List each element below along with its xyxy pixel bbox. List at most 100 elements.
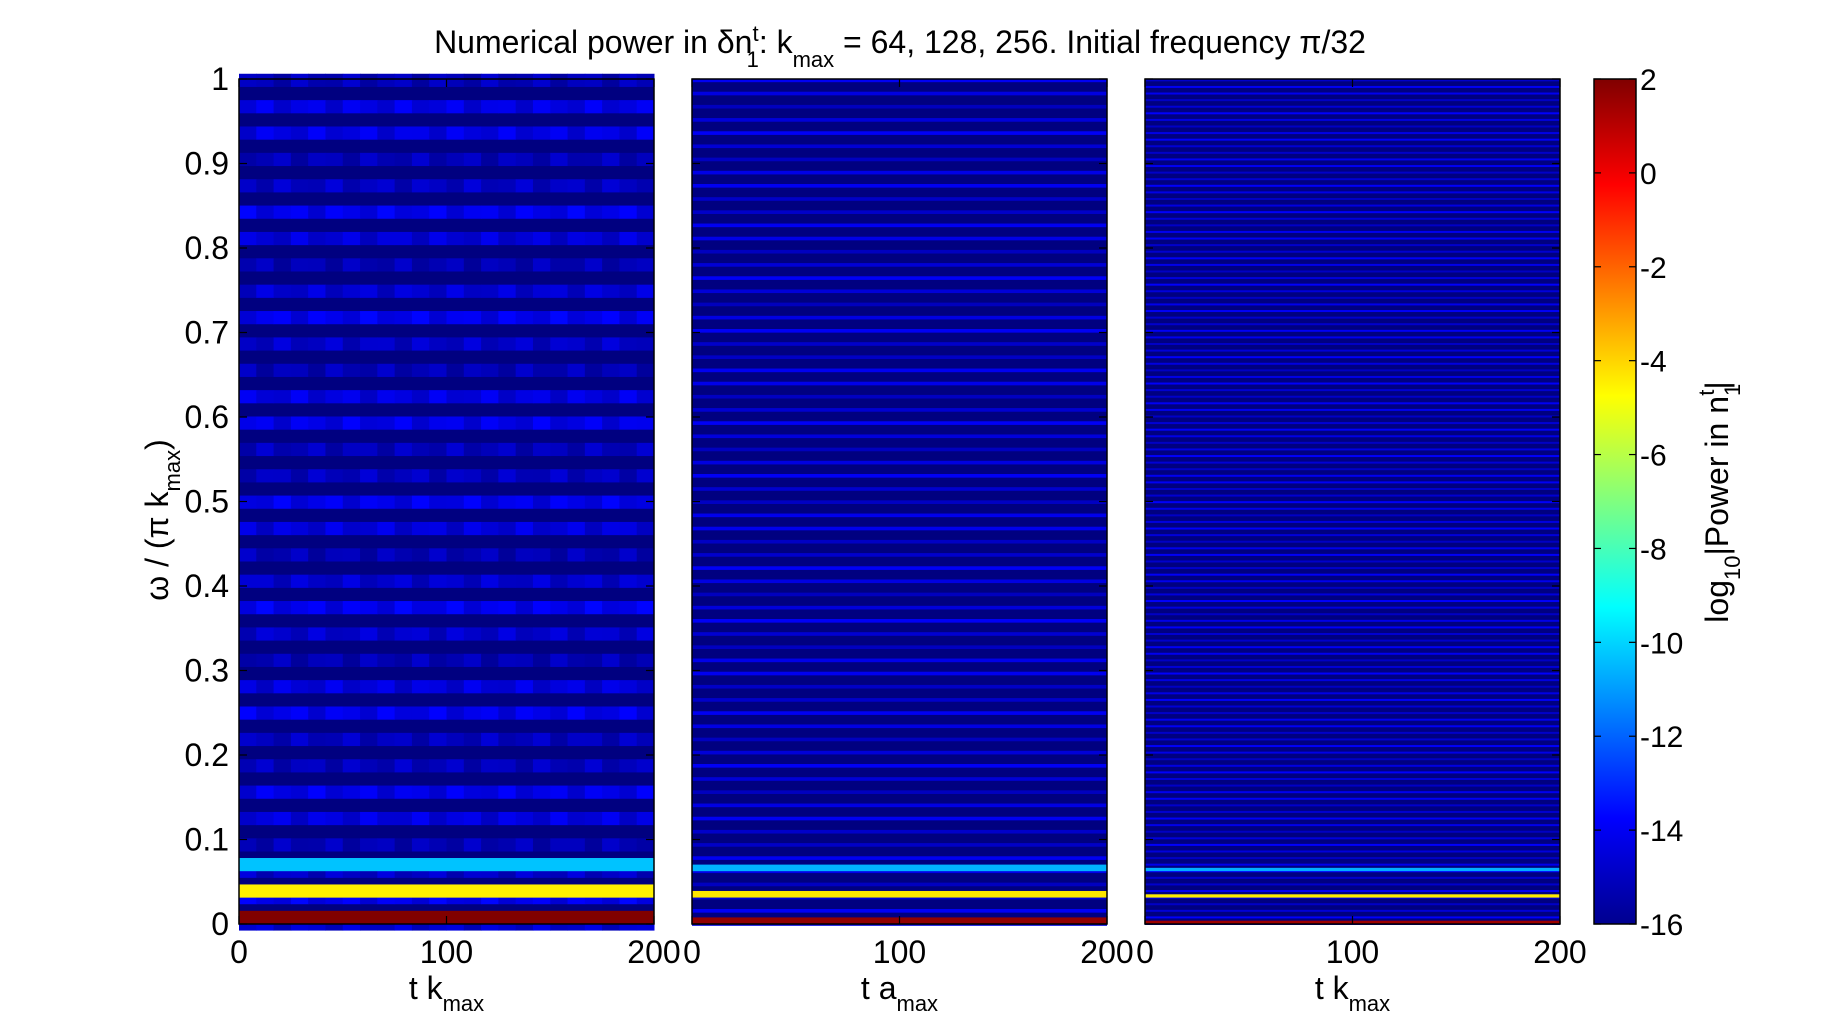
band-cell [394, 627, 413, 641]
band-cell [481, 811, 499, 826]
band-cell [290, 284, 309, 298]
background-band [1145, 909, 1560, 912]
band-cell [567, 680, 586, 694]
band-cell [550, 601, 569, 615]
band-cell [532, 337, 551, 351]
band-cell [567, 73, 586, 87]
x-tick-label: 100 [1326, 934, 1379, 970]
band-cell [256, 152, 275, 167]
band-cell [567, 521, 586, 536]
band-cell [411, 390, 430, 404]
band-cell [636, 495, 655, 509]
band-cell [463, 759, 482, 773]
band-cell [550, 73, 569, 87]
band-cell [394, 706, 413, 720]
band-cell [550, 100, 569, 114]
background-band [692, 737, 1107, 742]
band-cell [498, 706, 517, 720]
background-band [1145, 422, 1560, 425]
band-cell [360, 601, 378, 615]
band-cell [584, 653, 603, 667]
band-cell [360, 73, 378, 87]
band-cell [360, 363, 378, 377]
background-band [692, 223, 1107, 228]
band-cell [532, 548, 551, 562]
band-cell [342, 706, 361, 720]
band-cell [481, 732, 499, 747]
band-cell [394, 390, 413, 404]
band-cell [273, 732, 292, 747]
band-cell [429, 152, 447, 167]
band-cell [498, 363, 517, 377]
band-cell [550, 390, 569, 404]
band-cell [377, 759, 396, 773]
background-band [1145, 487, 1560, 490]
band-cell [532, 442, 551, 457]
background-band [692, 605, 1107, 610]
background-band [692, 843, 1107, 847]
band-cell [567, 548, 586, 562]
band-cell [342, 521, 361, 536]
background-band [692, 724, 1107, 729]
background-band [692, 856, 1107, 860]
band-cell [567, 231, 586, 246]
band-cell [481, 706, 499, 720]
band-cell [239, 706, 257, 720]
band-cell [515, 179, 534, 193]
band-cell [377, 442, 396, 457]
background-band [692, 619, 1107, 623]
band-cell [619, 732, 638, 747]
band-cell [308, 258, 326, 272]
band-cell [602, 100, 620, 114]
x-tick-label: 200 [1080, 934, 1133, 970]
band-cell [325, 363, 344, 377]
band-cell [239, 390, 257, 404]
band-cell [602, 495, 620, 509]
band-cell [342, 785, 361, 799]
band-cell [550, 205, 569, 219]
band-cell [256, 205, 275, 219]
band-cell [394, 363, 413, 377]
band-cell [290, 152, 309, 167]
background-band [692, 104, 1107, 109]
colorbar-tick-label: 2 [1640, 64, 1657, 97]
band-cell [515, 258, 534, 272]
band-cell [377, 838, 396, 852]
band-cell [619, 706, 638, 720]
background-band [1145, 132, 1560, 135]
band-cell [308, 363, 326, 377]
background-band [1145, 771, 1560, 774]
band-cell [463, 126, 482, 140]
band-cell [394, 337, 413, 351]
band-cell [377, 100, 396, 114]
band-cell [325, 785, 344, 799]
band-cell [463, 416, 482, 430]
band-cell [446, 179, 465, 193]
band-cell [515, 574, 534, 588]
band-cell [619, 152, 638, 167]
band-cell [481, 680, 499, 694]
band-cell [429, 785, 447, 799]
band-cell [550, 706, 569, 720]
band-cell [411, 179, 430, 193]
background-band [1145, 777, 1560, 780]
band-cell [636, 416, 655, 430]
band-cell [429, 732, 447, 747]
band-cell [498, 495, 517, 509]
band-cell [567, 179, 586, 193]
band-cell [429, 653, 447, 667]
band-cell [481, 311, 499, 325]
band-cell [532, 732, 551, 747]
colorbar-tick-label: -12 [1640, 721, 1683, 754]
band-cell [429, 601, 447, 615]
band-cell [290, 258, 309, 272]
band-cell [429, 627, 447, 641]
panel-3: 0 100 200 t kmax [1136, 78, 1587, 1016]
band-cell [411, 73, 430, 87]
band-cell [602, 601, 620, 615]
band-cell [532, 495, 551, 509]
band-cell [515, 284, 534, 298]
band-cell [342, 495, 361, 509]
band-cell [463, 680, 482, 694]
band-cell [325, 601, 344, 615]
